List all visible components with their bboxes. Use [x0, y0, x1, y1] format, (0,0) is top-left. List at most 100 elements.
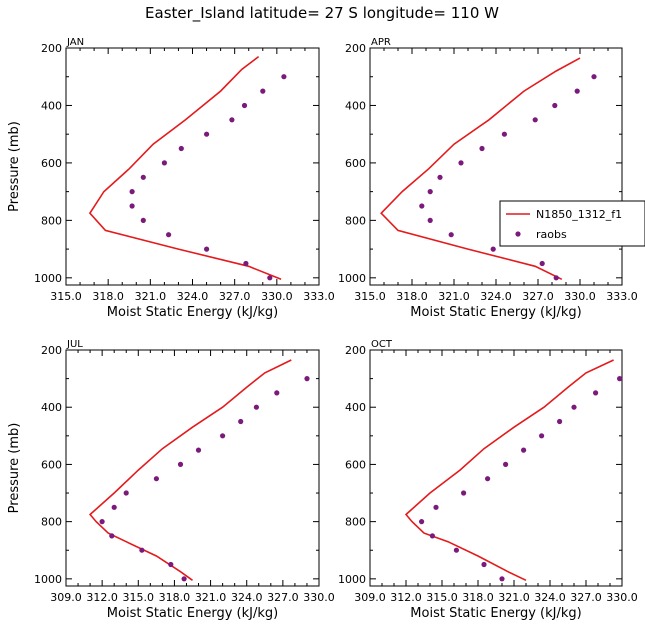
raobs-point	[267, 275, 273, 281]
model-profile-line	[404, 359, 614, 582]
x-tick-label: 315.0	[50, 290, 82, 303]
y-tick-label: 1000	[338, 573, 366, 586]
raobs-point	[557, 418, 563, 425]
x-tick-label: 330.0	[564, 290, 596, 303]
raobs-point	[501, 131, 507, 137]
y-tick-label: 1000	[34, 573, 62, 586]
chart-panel-jul: JUL 309.0 312.0 315.0 318.0 321.0 324.0 327.0 33…	[7, 339, 335, 621]
raobs-point	[281, 74, 287, 80]
raobs-point	[591, 74, 597, 80]
panel-label: JUL	[66, 339, 83, 350]
x-tick-label: 318.0	[462, 591, 494, 604]
raobs-point	[593, 390, 599, 396]
x-tick-label: 318.0	[92, 290, 124, 303]
x-axis-label: Moist Static Energy (kJ/kg)	[107, 606, 278, 621]
raobs-point	[139, 547, 145, 553]
raobs-point	[304, 376, 310, 382]
raobs-point	[503, 461, 509, 467]
panels: JAN 315.0 318.0 321.0 324.0 327.0 330.0 333.0 20…	[7, 37, 645, 621]
raobs-point	[617, 376, 623, 382]
raobs-point	[429, 533, 435, 539]
raobs-point	[539, 433, 545, 439]
plot-frame	[369, 47, 623, 286]
x-tick-label: 309.0	[354, 591, 386, 604]
x-tick-label: 327.0	[267, 591, 299, 604]
y-tick-label: 600	[345, 458, 366, 471]
y-tick-label: 800	[345, 214, 366, 227]
x-tick-label: 324.0	[534, 591, 566, 604]
x-tick-label: 327.0	[570, 591, 602, 604]
x-tick-label: 309.0	[50, 591, 82, 604]
chart-panel-jan: JAN 315.0 318.0 321.0 324.0 327.0 330.0 333.0 20…	[7, 37, 335, 320]
x-tick-label: 312.0	[86, 591, 118, 604]
y-tick-label: 200	[41, 344, 62, 357]
raobs-point	[204, 131, 210, 137]
raobs-point	[161, 160, 167, 166]
plot-frame	[369, 349, 623, 587]
raobs-point	[111, 504, 117, 510]
x-tick-label: 327.0	[219, 290, 251, 303]
raobs-point	[481, 561, 487, 568]
model-profile-line	[88, 359, 292, 581]
x-tick-label: 321.0	[498, 591, 530, 604]
plot-frame	[65, 349, 320, 587]
raobs-point	[427, 189, 433, 195]
panel-label: JAN	[66, 37, 84, 48]
raobs-point	[140, 174, 146, 180]
raobs-point	[532, 117, 538, 123]
raobs-point	[490, 246, 496, 252]
x-tick-label: 324.0	[231, 591, 263, 604]
raobs-point	[485, 476, 491, 482]
raobs-point	[129, 189, 135, 195]
x-tick-label: 333.0	[606, 290, 638, 303]
raobs-point	[433, 504, 439, 510]
x-tick-label: 321.0	[135, 290, 167, 303]
x-tick-label: 324.0	[480, 290, 512, 303]
raobs-point	[260, 88, 266, 94]
model-profile-line	[88, 55, 282, 281]
x-tick-label: 321.0	[438, 290, 470, 303]
plot-frame	[65, 47, 320, 286]
legend-obs-label: raobs	[536, 228, 567, 241]
x-tick-label: 315.0	[123, 591, 155, 604]
raobs-point	[521, 447, 527, 453]
raobs-point	[140, 217, 146, 223]
raobs-point	[427, 217, 433, 223]
y-tick-label: 400	[41, 99, 62, 112]
raobs-point	[238, 418, 244, 425]
x-tick-label: 321.0	[195, 591, 227, 604]
raobs-point	[553, 275, 559, 281]
y-axis-label: Pressure (mb)	[7, 121, 22, 212]
panel-label: APR	[371, 37, 391, 48]
raobs-point	[153, 476, 159, 482]
raobs-point	[129, 203, 135, 209]
y-tick-label: 400	[345, 99, 366, 112]
raobs-point	[461, 490, 467, 496]
x-tick-label: 312.0	[390, 591, 422, 604]
raobs-point	[181, 576, 187, 582]
raobs-point	[178, 145, 184, 152]
y-tick-label: 1000	[338, 272, 366, 285]
y-tick-label: 600	[41, 458, 62, 471]
raobs-point	[123, 490, 129, 496]
x-tick-label: 330.0	[303, 591, 335, 604]
raobs-point	[552, 102, 558, 109]
raobs-point	[99, 519, 105, 525]
raobs-point	[204, 246, 210, 252]
raobs-point	[479, 145, 485, 152]
raobs-point	[571, 404, 577, 410]
raobs-point	[448, 232, 454, 238]
raobs-point	[539, 260, 545, 267]
y-axis-label: Pressure (mb)	[7, 423, 22, 514]
raobs-point	[109, 533, 115, 539]
figure-title: Easter_Island latitude= 27 S longitude= …	[145, 4, 499, 23]
raobs-point	[437, 174, 443, 180]
raobs-point	[458, 160, 464, 166]
y-tick-label: 800	[345, 516, 366, 529]
y-tick-label: 400	[345, 401, 366, 414]
x-axis-label: Moist Static Energy (kJ/kg)	[410, 305, 581, 320]
y-tick-label: 200	[345, 344, 366, 357]
y-tick-label: 1000	[34, 272, 62, 285]
